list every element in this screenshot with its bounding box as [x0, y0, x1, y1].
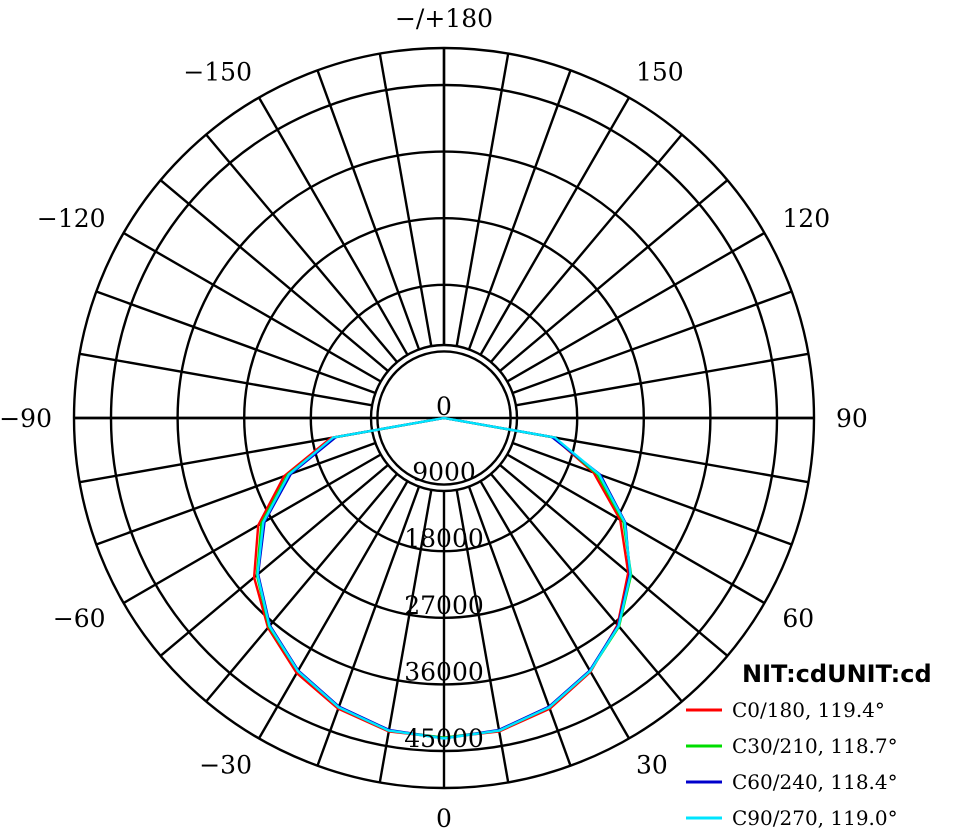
- angle-label-7: −150: [183, 58, 252, 87]
- radial-tick-label-3: 27000: [404, 591, 484, 620]
- grid-spoke-130: [499, 179, 729, 373]
- legend-entry-2: C60/240, 118.4°: [732, 770, 898, 794]
- grid-spoke-300: [122, 453, 382, 605]
- grid-spoke-200: [316, 69, 421, 350]
- angle-label-5: 150: [636, 58, 684, 87]
- angle-label-3: 90: [836, 404, 868, 433]
- grid-spoke-190: [378, 53, 433, 347]
- grid-spoke-70: [512, 441, 793, 546]
- unit-label: NIT:cdUNIT:cd: [742, 660, 932, 688]
- angle-label-6: −/+180: [395, 4, 493, 33]
- legend-entry-0: C0/180, 119.4°: [732, 698, 885, 722]
- angle-labels: 0 30 60 90 120 150 −/+180 −150 −120 −90 −60 −30: [0, 4, 868, 829]
- grid-spoke-320: [205, 473, 399, 703]
- radial-tick-label-1: 9000: [412, 458, 476, 487]
- grid-spoke-210: [257, 96, 409, 356]
- grid-spoke-160: [467, 69, 572, 350]
- angle-label-2: 60: [782, 604, 814, 633]
- angle-label-11: −30: [199, 750, 252, 779]
- legend-entry-3: C90/270, 119.0°: [732, 806, 898, 829]
- grid-spoke-30: [479, 480, 631, 740]
- grid-spoke-350: [378, 489, 433, 783]
- radial-tick-label-5: 45000: [404, 724, 484, 753]
- grid-spoke-290: [95, 441, 376, 546]
- radial-tick-label-2: 18000: [404, 524, 484, 553]
- grid-spoke-20: [467, 486, 572, 767]
- grid-spoke-40: [489, 473, 683, 703]
- angle-label-0: 0: [436, 804, 452, 829]
- legend: C0/180, 119.4° C30/210, 118.7° C60/240, 11…: [686, 698, 898, 829]
- grid-spoke-50: [499, 463, 729, 657]
- grid-spoke-150: [479, 96, 631, 356]
- grid-spoke-10: [455, 489, 510, 783]
- grid-spoke-100: [515, 352, 809, 407]
- grid-spoke-120: [506, 231, 766, 383]
- grid-spoke-140: [489, 133, 683, 363]
- radial-tick-label-0: 0: [436, 392, 452, 421]
- grid-spoke-170: [455, 53, 510, 347]
- polar-grid: [72, 46, 816, 790]
- grid-spoke-340: [316, 486, 421, 767]
- radial-tick-label-4: 36000: [404, 657, 484, 686]
- grid-spoke-220: [205, 133, 399, 363]
- grid-spoke-330: [257, 480, 409, 740]
- angle-label-1: 30: [636, 750, 668, 779]
- grid-spoke-80: [515, 429, 809, 484]
- grid-spoke-250: [95, 290, 376, 395]
- grid-spoke-110: [512, 290, 793, 395]
- series-curve-3: [256, 416, 632, 740]
- grid-spoke-280: [79, 429, 373, 484]
- angle-label-4: 120: [782, 204, 830, 233]
- angle-label-9: −90: [0, 404, 52, 433]
- grid-spoke-60: [506, 453, 766, 605]
- angle-label-10: −60: [53, 604, 106, 633]
- grid-spoke-240: [122, 231, 382, 383]
- radial-tick-labels: 0 9000 18000 27000 36000 45000: [404, 392, 484, 753]
- legend-entry-1: C30/210, 118.7°: [732, 734, 898, 758]
- angle-label-8: −120: [37, 204, 106, 233]
- grid-spoke-230: [159, 179, 389, 373]
- grid-spoke-310: [159, 463, 389, 657]
- intensity-curves: [252, 416, 633, 740]
- grid-spoke-260: [79, 352, 373, 407]
